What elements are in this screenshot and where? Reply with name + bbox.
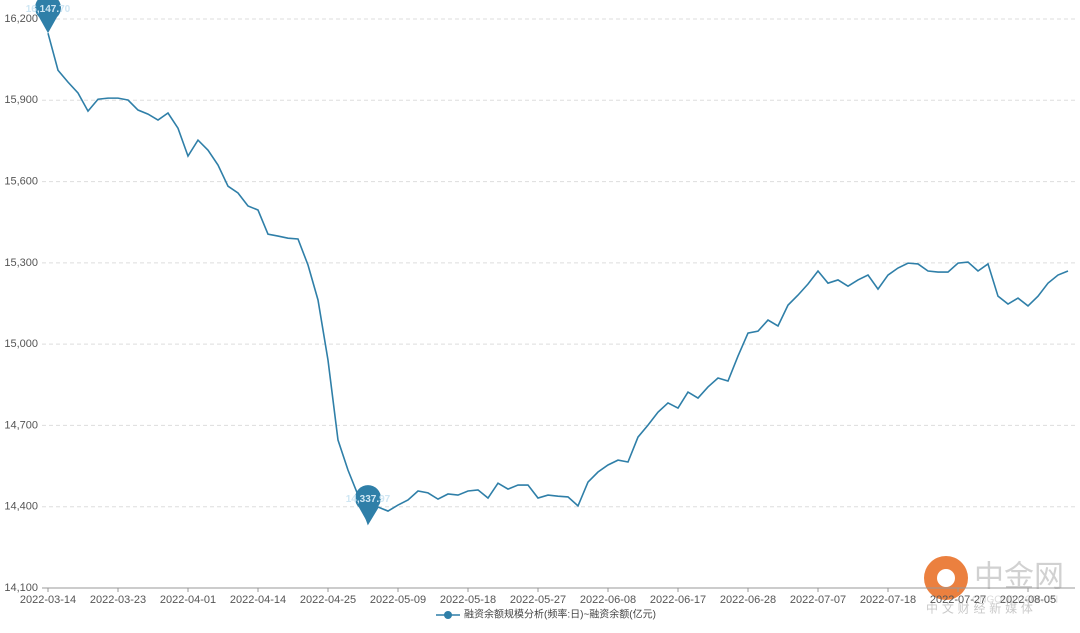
x-tick-label: 2022-08-05 [1000, 594, 1056, 606]
y-tick-label: 14,100 [4, 582, 38, 594]
y-tick-label: 14,400 [4, 501, 38, 513]
watermark-domain: CNGOLD.COM.CN [972, 595, 1058, 606]
x-tick-label: 2022-04-14 [230, 594, 286, 606]
pin-label: 14,337.97 [346, 494, 391, 505]
watermark: 中金网 CNGOLD.COM.CN 中 文 财 经 新 媒 体 [924, 556, 1064, 616]
y-tick-label: 15,000 [4, 338, 38, 350]
pin-marker: 14,337.97 [346, 485, 391, 524]
x-tick-label: 2022-05-18 [440, 594, 496, 606]
watermark-brand: 中金网 [974, 560, 1064, 595]
watermark-slogan: 中 文 财 经 新 媒 体 [926, 601, 1033, 616]
watermark-logo [937, 569, 955, 587]
x-tick-label: 2022-04-25 [300, 594, 356, 606]
y-tick-label: 16,200 [4, 13, 38, 25]
x-tick-label: 2022-07-27 [930, 594, 986, 606]
pin-marker: 16,147.70 [26, 0, 71, 34]
x-tick-label: 2022-03-14 [20, 594, 76, 606]
x-tick-label: 2022-06-28 [720, 594, 776, 606]
legend-label: 融资余额规模分析(频率:日)~融资余额(亿元) [464, 608, 656, 621]
pin [35, 0, 61, 34]
data-line [47, 32, 1069, 526]
x-tick-label: 2022-05-09 [370, 594, 426, 606]
x-tick-label: 2022-06-08 [580, 594, 636, 606]
x-tick-label: 2022-03-23 [90, 594, 146, 606]
pin-label: 16,147.70 [26, 4, 71, 15]
pin [355, 485, 382, 524]
x-tick-label: 2022-05-27 [510, 594, 566, 606]
x-tick-label: 2022-06-17 [650, 594, 706, 606]
y-tick-label: 14,700 [4, 419, 38, 431]
y-tick-label: 15,600 [4, 175, 38, 187]
legend-dot [444, 611, 452, 619]
y-tick-label: 15,900 [4, 94, 38, 106]
x-tick-label: 2022-04-01 [160, 594, 216, 606]
y-tick-label: 15,300 [4, 257, 38, 269]
x-tick-label: 2022-07-18 [860, 594, 916, 606]
x-tick-label: 2022-07-07 [790, 594, 846, 606]
